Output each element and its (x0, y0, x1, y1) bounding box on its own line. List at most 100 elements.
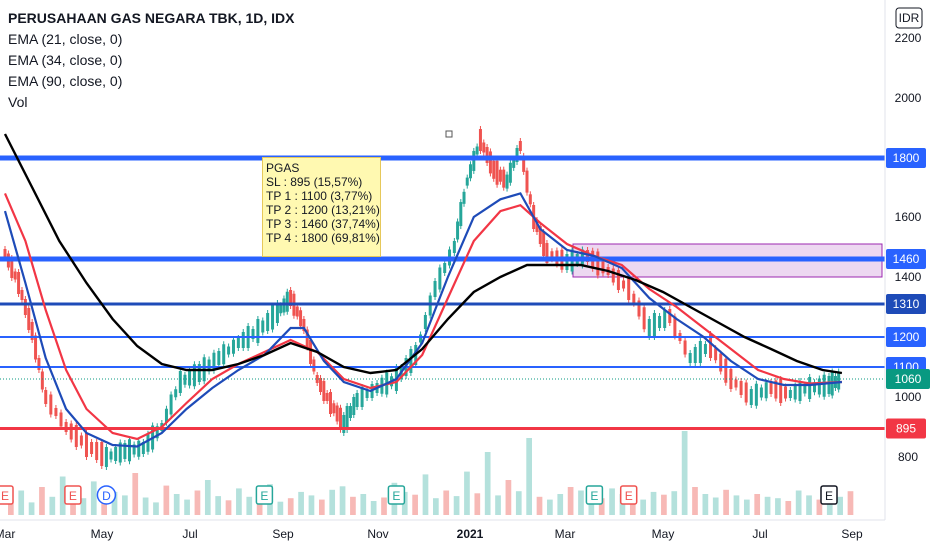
candle-body (275, 303, 279, 323)
candle-body (769, 382, 773, 394)
candle-body (528, 194, 532, 205)
volume-bar (609, 488, 615, 515)
volume-bar (526, 438, 532, 515)
x-tick-label: Nov (367, 527, 388, 541)
legend-ema90: EMA (90, close, 0) (8, 73, 123, 89)
volume-bar (505, 480, 512, 515)
x-tick-label: Mar (0, 527, 15, 541)
volume-bar (370, 501, 377, 515)
volume-bar (350, 496, 356, 515)
candle-body (137, 440, 141, 457)
volume-bar (225, 500, 232, 515)
volume-bar (712, 497, 719, 515)
candle-body (663, 310, 667, 328)
candle-body (335, 405, 339, 422)
candle-body (59, 412, 63, 427)
candle-body (813, 382, 817, 393)
level-tag-1310 (886, 294, 926, 314)
candle-body (622, 280, 626, 289)
candle-body (632, 293, 636, 304)
volume-bar (28, 502, 35, 515)
candle-body (95, 442, 99, 460)
ema-line-34 (3, 192, 843, 448)
event-badge-label: E (625, 489, 633, 503)
volume-bar (142, 497, 149, 515)
candle-body (749, 389, 753, 405)
candle-body (709, 334, 713, 358)
candle-body (84, 433, 88, 457)
volume-bar (671, 491, 678, 515)
earnings-badge (387, 485, 406, 505)
candle-body (312, 359, 316, 372)
candle-body (565, 254, 569, 270)
candle-body (668, 309, 672, 323)
volume-bar (132, 473, 139, 515)
ema-line-21 (3, 192, 842, 441)
volume-bar (163, 485, 170, 515)
candle-body (289, 290, 293, 306)
candle-body (212, 352, 216, 371)
candle-body (468, 164, 472, 179)
volume-bar (754, 494, 761, 515)
level-tag-text: 1460 (893, 252, 920, 266)
candle-body (10, 258, 14, 278)
candle-body (502, 169, 506, 188)
candle-body (465, 177, 469, 186)
volume-bar (236, 488, 242, 515)
candle-body (808, 377, 812, 399)
candle-body (817, 378, 821, 395)
volume-bar (661, 494, 667, 515)
note-line: TP 3 : 1460 (37,74%) (266, 217, 380, 231)
candle-body (141, 442, 145, 454)
y-tick-label: 2200 (895, 31, 922, 45)
note-line: TP 1 : 1100 (3,77%) (266, 189, 373, 203)
level-tag-1800 (886, 148, 926, 168)
volume-bar (495, 495, 501, 515)
volume-bar (816, 499, 823, 515)
ema-line-90 (3, 133, 843, 375)
candle-body (803, 385, 807, 394)
candle-body (438, 267, 442, 290)
level-tag-1460 (886, 249, 926, 269)
candle-body (693, 347, 697, 363)
volume-bar (702, 494, 709, 515)
candle-body (231, 339, 235, 354)
volume-bar (515, 491, 522, 515)
x-tick-label: Sep (272, 527, 294, 541)
note-line: TP 4 : 1800 (69,81%) (266, 231, 380, 245)
trade-note[interactable]: PGAS SL : 895 (15,57%) TP 1 : 1100 (3,77… (262, 157, 381, 257)
volume-bar (433, 498, 439, 515)
candle-body (793, 385, 797, 400)
candle-body (69, 423, 73, 440)
candle-body (545, 243, 549, 263)
volume-bar (101, 501, 107, 515)
candle-body (305, 329, 309, 348)
y-tick-label: 1600 (895, 210, 922, 224)
candle-body (348, 406, 352, 418)
candle-body (739, 381, 743, 395)
candle-body (123, 443, 127, 459)
current-price-tag (886, 369, 930, 389)
candle-body (688, 353, 692, 363)
candle-body (647, 319, 651, 337)
volume-bar (578, 490, 584, 515)
candle-body (332, 403, 336, 414)
candle-body (729, 369, 733, 389)
candle-body (505, 174, 509, 189)
volume-bar (723, 489, 729, 515)
volume-bar (795, 490, 802, 515)
event-badge-label: E (590, 489, 598, 503)
candle-body (784, 386, 788, 399)
candle-body (23, 299, 27, 315)
candle-body (355, 393, 359, 407)
volume-bar (484, 452, 491, 515)
level-tag-text: 1800 (893, 151, 920, 165)
candle-body (498, 169, 502, 182)
volume-bar (650, 491, 657, 515)
volume-bar (329, 489, 336, 515)
volume-bar (464, 471, 470, 515)
x-tick-label: Jul (752, 527, 767, 541)
volume-bar (49, 496, 56, 515)
